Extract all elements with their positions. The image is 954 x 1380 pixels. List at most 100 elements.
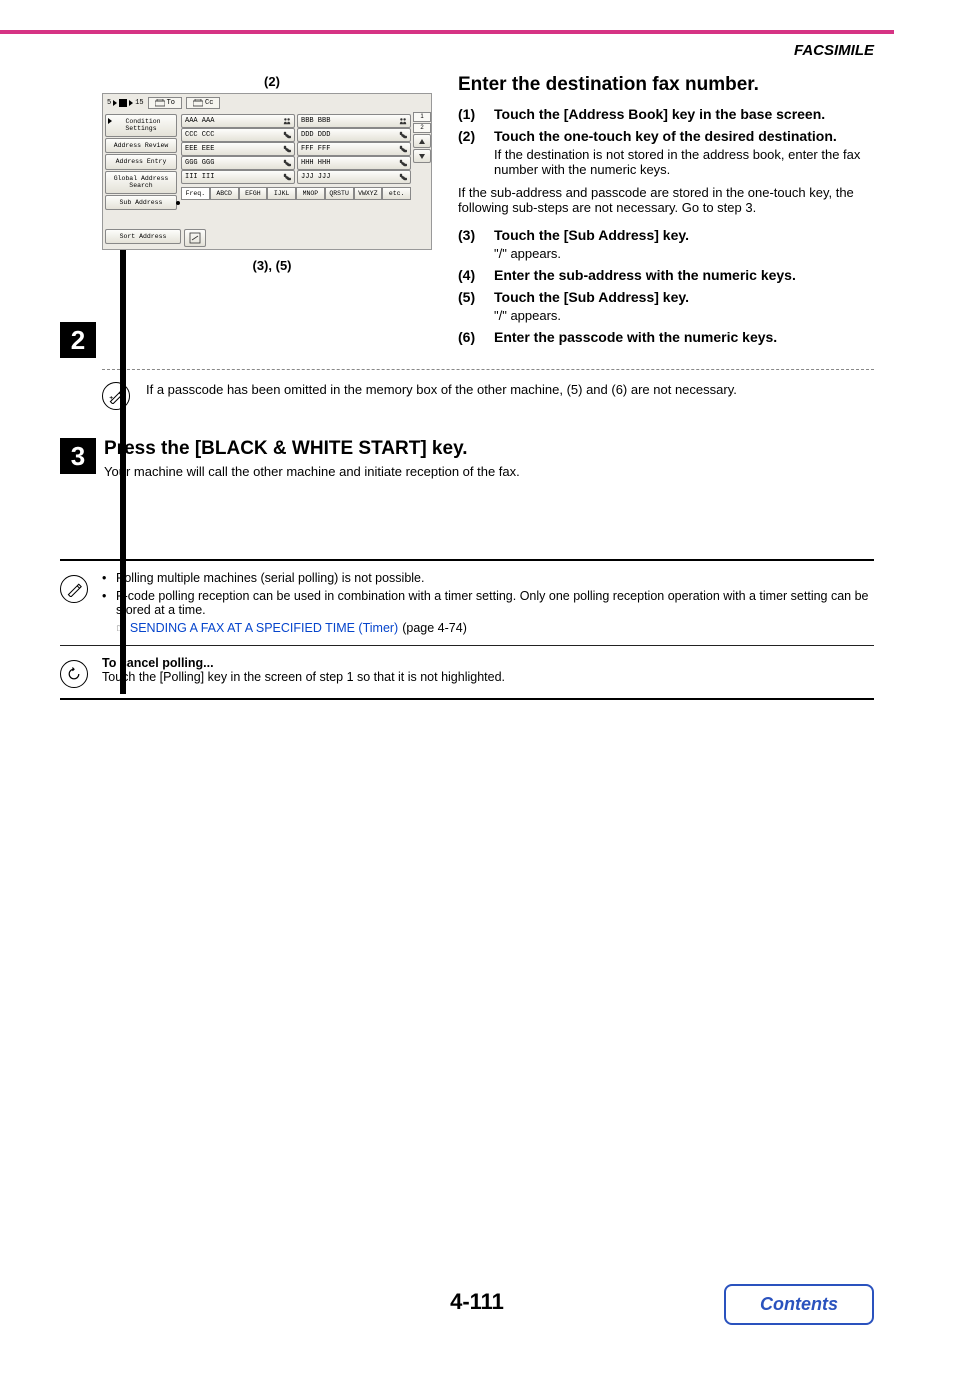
sidebar-sort-address[interactable]: Sort Address <box>105 229 181 244</box>
display-icon <box>189 232 201 244</box>
triangle-icon <box>113 100 117 106</box>
info-bottom-rule <box>60 698 874 700</box>
alpha-tab[interactable]: EFGH <box>239 187 268 200</box>
instr-number: (3) <box>458 227 484 261</box>
instr-number: (2) <box>458 128 484 177</box>
note-icon <box>60 575 88 603</box>
instr-number: (6) <box>458 329 484 345</box>
step2-heading: Enter the destination fax number. <box>458 74 874 96</box>
timer-link[interactable]: SENDING A FAX AT A SPECIFIED TIME (Timer… <box>130 621 398 635</box>
address-entry-label: BBB BBB <box>301 117 330 125</box>
step-2-marker: 2 <box>60 322 96 358</box>
group-icon <box>283 117 291 125</box>
arrow-down-icon <box>419 154 425 159</box>
address-entry[interactable]: FFF FFF <box>297 142 411 156</box>
step-3-marker: 3 <box>60 438 96 474</box>
pager-down[interactable] <box>413 149 431 163</box>
contents-button[interactable]: Contents <box>724 1284 874 1325</box>
fax-icon <box>155 99 165 107</box>
instr-number: (1) <box>458 106 484 122</box>
cancel-body: Touch the [Polling] key in the screen of… <box>102 670 874 684</box>
address-entry[interactable]: III III <box>181 170 295 184</box>
phone-icon <box>399 145 407 153</box>
dest-icon <box>119 99 127 107</box>
address-entry[interactable]: AAA AAA <box>181 114 295 128</box>
alpha-tab[interactable]: VWXYZ <box>354 187 383 200</box>
address-entry-label: EEE EEE <box>185 145 214 153</box>
address-entry[interactable]: BBB BBB <box>297 114 411 128</box>
bullet-dot: • <box>102 571 110 585</box>
phone-icon <box>283 173 291 181</box>
arrow-up-icon <box>419 139 425 144</box>
address-entry-label: DDD DDD <box>301 131 330 139</box>
address-entry-label: CCC CCC <box>185 131 214 139</box>
fax-icon <box>193 99 203 107</box>
pager-total: 2 <box>413 123 431 133</box>
sidebar-sub-address[interactable]: Sub Address <box>105 195 177 210</box>
display-mode-button[interactable] <box>184 229 206 247</box>
alpha-tab[interactable]: IJKL <box>267 187 296 200</box>
address-entry[interactable]: HHH HHH <box>297 156 411 170</box>
info-bullet-1: Polling multiple machines (serial pollin… <box>116 571 424 585</box>
instr-number: (5) <box>458 289 484 323</box>
info-top-rule <box>60 559 874 561</box>
topbar-counter: 5 15 <box>107 99 144 107</box>
sidebar-condition-settings[interactable]: Condition Settings <box>105 114 177 137</box>
address-entry[interactable]: GGG GGG <box>181 156 295 170</box>
sidebar-label: Condition Settings <box>125 118 160 132</box>
step3-sub: Your machine will call the other machine… <box>104 464 520 479</box>
instr-sub: If the destination is not stored in the … <box>494 147 874 177</box>
step2-note: If a passcode has been omitted in the me… <box>146 382 737 397</box>
alpha-tab[interactable]: etc. <box>382 187 411 200</box>
ui-sidebar: Condition Settings Address Review Addres… <box>103 112 179 227</box>
instr-bold: Touch the one-touch key of the desired d… <box>494 128 874 144</box>
triangle-icon <box>108 118 112 124</box>
cc-label: Cc <box>205 99 213 107</box>
sidebar-global-address-search[interactable]: Global Address Search <box>105 171 177 194</box>
counter-total: 15 <box>135 99 143 107</box>
link-page-ref: (page 4-74) <box>402 621 467 635</box>
cc-tab[interactable]: Cc <box>186 97 220 109</box>
dashed-separator <box>102 369 874 370</box>
phone-icon <box>283 145 291 153</box>
alpha-tab[interactable]: MNOP <box>296 187 325 200</box>
address-entry-label: HHH HHH <box>301 159 330 167</box>
info-separator <box>60 645 874 646</box>
address-book-screenshot: 5 15 To Cc <box>102 93 432 250</box>
callout-top: (2) <box>102 74 442 89</box>
alpha-tab[interactable]: Freq. <box>181 187 210 200</box>
to-tab[interactable]: To <box>148 97 182 109</box>
pager-up[interactable] <box>413 134 431 148</box>
instr-bold: Touch the [Sub Address] key. <box>494 227 689 243</box>
phone-icon <box>399 131 407 139</box>
address-entry-label: JJJ JJJ <box>301 173 330 181</box>
to-label: To <box>167 99 175 107</box>
instr-bold: Enter the sub-address with the numeric k… <box>494 267 796 283</box>
step2-mid-para: If the sub-address and passcode are stor… <box>458 185 874 215</box>
address-entry[interactable]: DDD DDD <box>297 128 411 142</box>
counter-cur: 5 <box>107 99 111 107</box>
phone-icon <box>399 173 407 181</box>
alpha-tab[interactable]: ABCD <box>210 187 239 200</box>
ui-pager: 1 2 <box>413 112 431 227</box>
sidebar-address-entry[interactable]: Address Entry <box>105 154 177 169</box>
address-entry[interactable]: EEE EEE <box>181 142 295 156</box>
instr-bold: Touch the [Sub Address] key. <box>494 289 689 305</box>
address-entry-label: III III <box>185 173 214 181</box>
step3-heading: Press the [BLACK & WHITE START] key. <box>104 438 520 460</box>
phone-icon <box>283 159 291 167</box>
address-entry-label: GGG GGG <box>185 159 214 167</box>
phone-icon <box>399 159 407 167</box>
instr-sub: "/" appears. <box>494 246 689 261</box>
callout-bottom: (3), (5) <box>102 258 442 273</box>
section-title: FACSIMILE <box>0 34 954 59</box>
address-entry-label: FFF FFF <box>301 145 330 153</box>
instr-bold: Touch the [Address Book] key in the base… <box>494 106 825 122</box>
sidebar-address-review[interactable]: Address Review <box>105 138 177 153</box>
address-entry[interactable]: JJJ JJJ <box>297 170 411 184</box>
group-icon <box>399 117 407 125</box>
address-entry[interactable]: CCC CCC <box>181 128 295 142</box>
alpha-tab[interactable]: QRSTU <box>325 187 354 200</box>
instr-bold: Enter the passcode with the numeric keys… <box>494 329 777 345</box>
bullet-dot: • <box>102 589 110 617</box>
